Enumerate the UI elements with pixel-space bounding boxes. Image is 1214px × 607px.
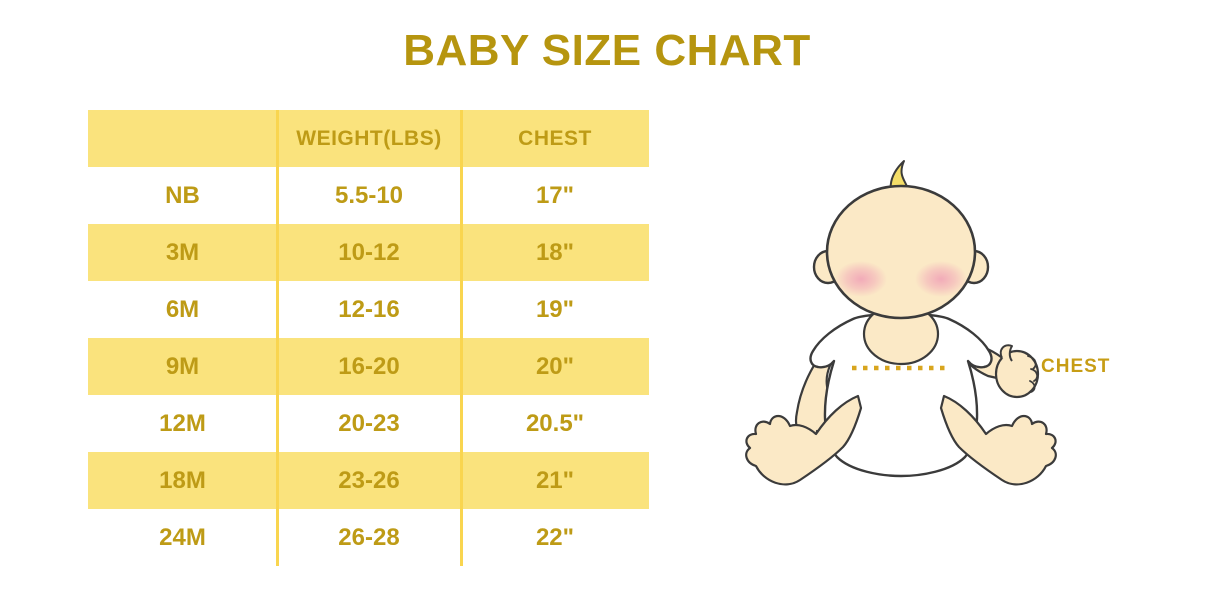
table-header-row: WEIGHT(LBS) CHEST <box>88 110 649 167</box>
header-chest: CHEST <box>518 126 592 150</box>
cell-chest: 20" <box>535 352 575 380</box>
cell-weight: 23-26 <box>338 466 400 494</box>
cell-size: 3M <box>165 238 200 266</box>
table-row: NB 5.5-10 17" <box>88 167 649 224</box>
cell-weight: 5.5-10 <box>334 181 404 209</box>
chest-measurement-label: CHEST <box>1041 356 1111 377</box>
column-divider-2 <box>460 110 463 566</box>
cell-chest: 20.5" <box>525 409 585 437</box>
baby-head <box>825 184 977 320</box>
cell-chest: 17" <box>535 181 575 209</box>
cell-chest: 18" <box>535 238 575 266</box>
baby-blush-right <box>915 261 967 297</box>
baby-svg <box>745 160 1057 486</box>
table-row: 18M 23-26 21" <box>88 452 649 509</box>
baby-fist <box>994 349 1040 399</box>
cell-weight: 26-28 <box>338 523 400 551</box>
cell-size: NB <box>165 181 200 209</box>
baby-thumb <box>999 344 1013 362</box>
baby-onesie <box>809 312 993 478</box>
baby-leg-right <box>939 394 1057 486</box>
cell-size: 6M <box>165 295 200 323</box>
cell-weight: 12-16 <box>338 295 400 323</box>
cell-chest: 21" <box>535 466 575 494</box>
table-row: 12M 20-23 20.5" <box>88 395 649 452</box>
baby-leg-left <box>745 394 863 486</box>
cell-weight: 10-12 <box>338 238 400 266</box>
cell-chest: 22" <box>535 523 575 551</box>
baby-fist-fingers <box>1027 355 1038 393</box>
cell-weight: 20-23 <box>338 409 400 437</box>
table-row: 24M 26-28 22" <box>88 509 649 566</box>
size-table: WEIGHT(LBS) CHEST NB 5.5-10 17" 3M 10-12… <box>88 110 649 566</box>
baby-illustration <box>740 150 1140 530</box>
table-row: 9M 16-20 20" <box>88 338 649 395</box>
cell-chest: 19" <box>535 295 575 323</box>
cell-size: 24M <box>159 523 206 551</box>
baby-blush-left <box>835 261 887 297</box>
cell-size: 12M <box>159 409 206 437</box>
cell-size: 9M <box>165 352 200 380</box>
table-row: 6M 12-16 19" <box>88 281 649 338</box>
column-divider-1 <box>276 110 279 566</box>
cell-size: 18M <box>159 466 206 494</box>
cell-weight: 16-20 <box>338 352 400 380</box>
table-row: 3M 10-12 18" <box>88 224 649 281</box>
page-title: BABY SIZE CHART <box>403 26 811 75</box>
header-weight: WEIGHT(LBS) <box>296 126 442 150</box>
